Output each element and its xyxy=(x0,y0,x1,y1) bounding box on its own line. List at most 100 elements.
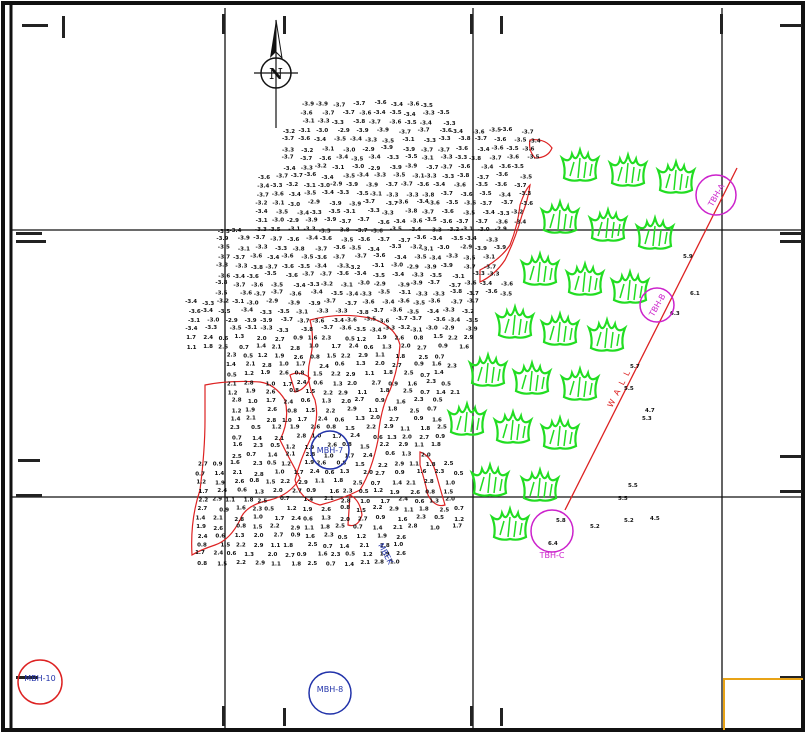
spot-elevation-label: 0.9 xyxy=(395,470,405,476)
spot-elevation-label: -3.5 xyxy=(215,291,227,297)
spot-elevation-label: -3.5 xyxy=(218,309,230,315)
spot-elevation-label: -3.7 xyxy=(321,325,333,331)
spot-elevation-label: 2.3 xyxy=(253,507,263,513)
spot-elevation-label: -3.6 xyxy=(458,164,470,170)
spot-elevation-label: -2.9 xyxy=(374,282,386,288)
spot-elevation-label: -3.0 xyxy=(316,128,328,134)
spot-elevation-label: -3.9 xyxy=(288,300,300,306)
spot-elevation-label: 0.6 xyxy=(303,517,313,523)
spot-elevation-label: 6.1 xyxy=(690,291,700,297)
spot-elevation-label: -3.0 xyxy=(358,280,370,286)
spot-elevation-label: -3.4 xyxy=(284,166,296,172)
spot-elevation-label: 0.6 xyxy=(335,418,345,424)
spot-elevation-label: 2.8 xyxy=(374,560,384,566)
spot-elevation-label: -3.5 xyxy=(382,138,394,144)
spot-elevation-label: -3.6 xyxy=(304,172,316,178)
spot-elevation-label: 1.4 xyxy=(268,453,278,459)
spot-elevation-label: -3.7 xyxy=(315,247,327,253)
spot-elevation-label: -3.1 xyxy=(238,246,250,252)
spot-elevation-label: -3.7 xyxy=(324,299,336,305)
spot-elevation-label: -3.7 xyxy=(363,199,375,205)
spot-elevation-label: -3.0 xyxy=(318,183,330,189)
spot-elevation-label: -3.7 xyxy=(254,292,266,298)
spot-elevation-label: 2.9 xyxy=(464,335,474,341)
spot-elevation-label: 6.4 xyxy=(548,541,558,547)
spot-elevation-label: 1.9 xyxy=(290,425,300,431)
spot-elevation-label: -3.1 xyxy=(332,165,344,171)
spot-elevation-label: 0.9 xyxy=(293,335,303,341)
borehole-mbh-10[interactable]: MBH-10 xyxy=(17,659,63,705)
spot-elevation-label: -3.7 xyxy=(386,201,398,207)
spot-elevation-label: 2.4 xyxy=(363,453,373,459)
spot-elevation-label: -3.3 xyxy=(423,110,435,116)
spot-elevation-label: 1.7 xyxy=(186,335,196,341)
spot-elevation-label: 1.0 xyxy=(275,470,285,476)
spot-elevation-label: 0.8 xyxy=(289,388,299,394)
spot-elevation-label: -3.8 xyxy=(422,192,434,198)
borehole-tbh-c[interactable]: TBH-C xyxy=(530,509,574,560)
spot-elevation-label: 1.3 xyxy=(244,552,254,558)
spot-elevation-label: -3.7 xyxy=(257,193,269,199)
spot-elevation-label: 1.6 xyxy=(230,460,240,466)
spot-elevation-label: -3.4 xyxy=(354,271,366,277)
spot-elevation-label: -3.9 xyxy=(346,182,358,188)
spot-elevation-label: -3.7 xyxy=(320,272,332,278)
spot-elevation-label: -3.5 xyxy=(230,326,242,332)
spot-elevation-label: -3.5 xyxy=(276,210,288,216)
borehole-mbh-8[interactable]: MBH-8 xyxy=(308,671,352,715)
spot-elevation-label: 0.8 xyxy=(337,461,347,467)
spot-elevation-label: 0.8 xyxy=(340,505,350,511)
spot-elevation-label: 0.6 xyxy=(335,362,345,368)
spot-elevation-label: -3.5 xyxy=(331,291,343,297)
spot-elevation-label: 2.2 xyxy=(280,479,290,485)
spot-elevation-label: 2.0 xyxy=(375,361,385,367)
spot-elevation-label: -3.2 xyxy=(511,209,523,215)
spot-elevation-label: 1.1 xyxy=(409,462,419,468)
spot-elevation-label: -3.2 xyxy=(398,325,410,331)
spot-elevation-label: -3.6 xyxy=(320,236,332,242)
spot-elevation-label: -3.1 xyxy=(461,226,473,232)
spot-elevation-label: -3.6 xyxy=(371,228,383,234)
spot-elevation-label: -3.7 xyxy=(339,219,351,225)
spot-elevation-label: 2.2 xyxy=(331,371,341,377)
spot-elevation-label: -3.3 xyxy=(235,264,247,270)
spot-elevation-label: 1.8 xyxy=(380,388,390,394)
spot-elevation-label: -3.6 xyxy=(434,317,446,323)
spot-elevation-label: 1.4 xyxy=(436,390,446,396)
spot-elevation-label: -3.2 xyxy=(283,129,295,135)
spot-elevation-label: 2.1 xyxy=(406,480,416,486)
spot-elevation-label: 1.3 xyxy=(340,469,350,475)
spot-elevation-label: 2.6 xyxy=(327,443,337,449)
spot-elevation-label: 1.6 xyxy=(330,489,340,495)
spot-elevation-label: 2.4 xyxy=(217,488,227,494)
spot-elevation-label: 2.1 xyxy=(286,451,296,457)
spot-elevation-label: 1.6 xyxy=(417,469,427,475)
spot-elevation-label: -3.4 xyxy=(346,291,358,297)
spot-elevation-label: 1.0 xyxy=(390,560,400,566)
spot-elevation-label: -3.7 xyxy=(399,238,411,244)
spot-elevation-label: 1.1 xyxy=(315,478,325,484)
spot-elevation-label: -3.6 xyxy=(240,290,252,296)
spot-elevation-label: -3.3 xyxy=(270,183,282,189)
spot-elevation-label: -3.6 xyxy=(251,283,263,289)
spot-elevation-label: 2.3 xyxy=(253,443,263,449)
borehole-mbh-7[interactable]: MBH-7 xyxy=(310,430,350,470)
tree-icon xyxy=(559,364,601,401)
spot-elevation-label: 1.3 xyxy=(387,435,397,441)
spot-elevation-label: 1.2 xyxy=(454,517,464,523)
spot-elevation-label: -3.7 xyxy=(426,165,438,171)
spot-elevation-label: 1.1 xyxy=(271,562,281,568)
spot-elevation-label: 1.7 xyxy=(195,550,205,556)
spot-elevation-label: 0.8 xyxy=(295,370,305,376)
spot-elevation-label: -3.4 xyxy=(430,236,442,242)
spot-elevation-label: 1.2 xyxy=(357,337,367,343)
tree-icon xyxy=(519,465,561,502)
spot-elevation-label: 1.0 xyxy=(309,344,319,350)
spot-elevation-label: 1.4 xyxy=(304,497,314,503)
spot-elevation-label: -2.9 xyxy=(460,244,472,250)
spot-elevation-label: -3.6 xyxy=(396,200,408,206)
spot-elevation-label: -3.7 xyxy=(345,301,357,307)
tree-icon xyxy=(539,413,581,450)
spot-elevation-label: -3.7 xyxy=(282,136,294,142)
spot-elevation-label: 2.5 xyxy=(444,461,454,467)
